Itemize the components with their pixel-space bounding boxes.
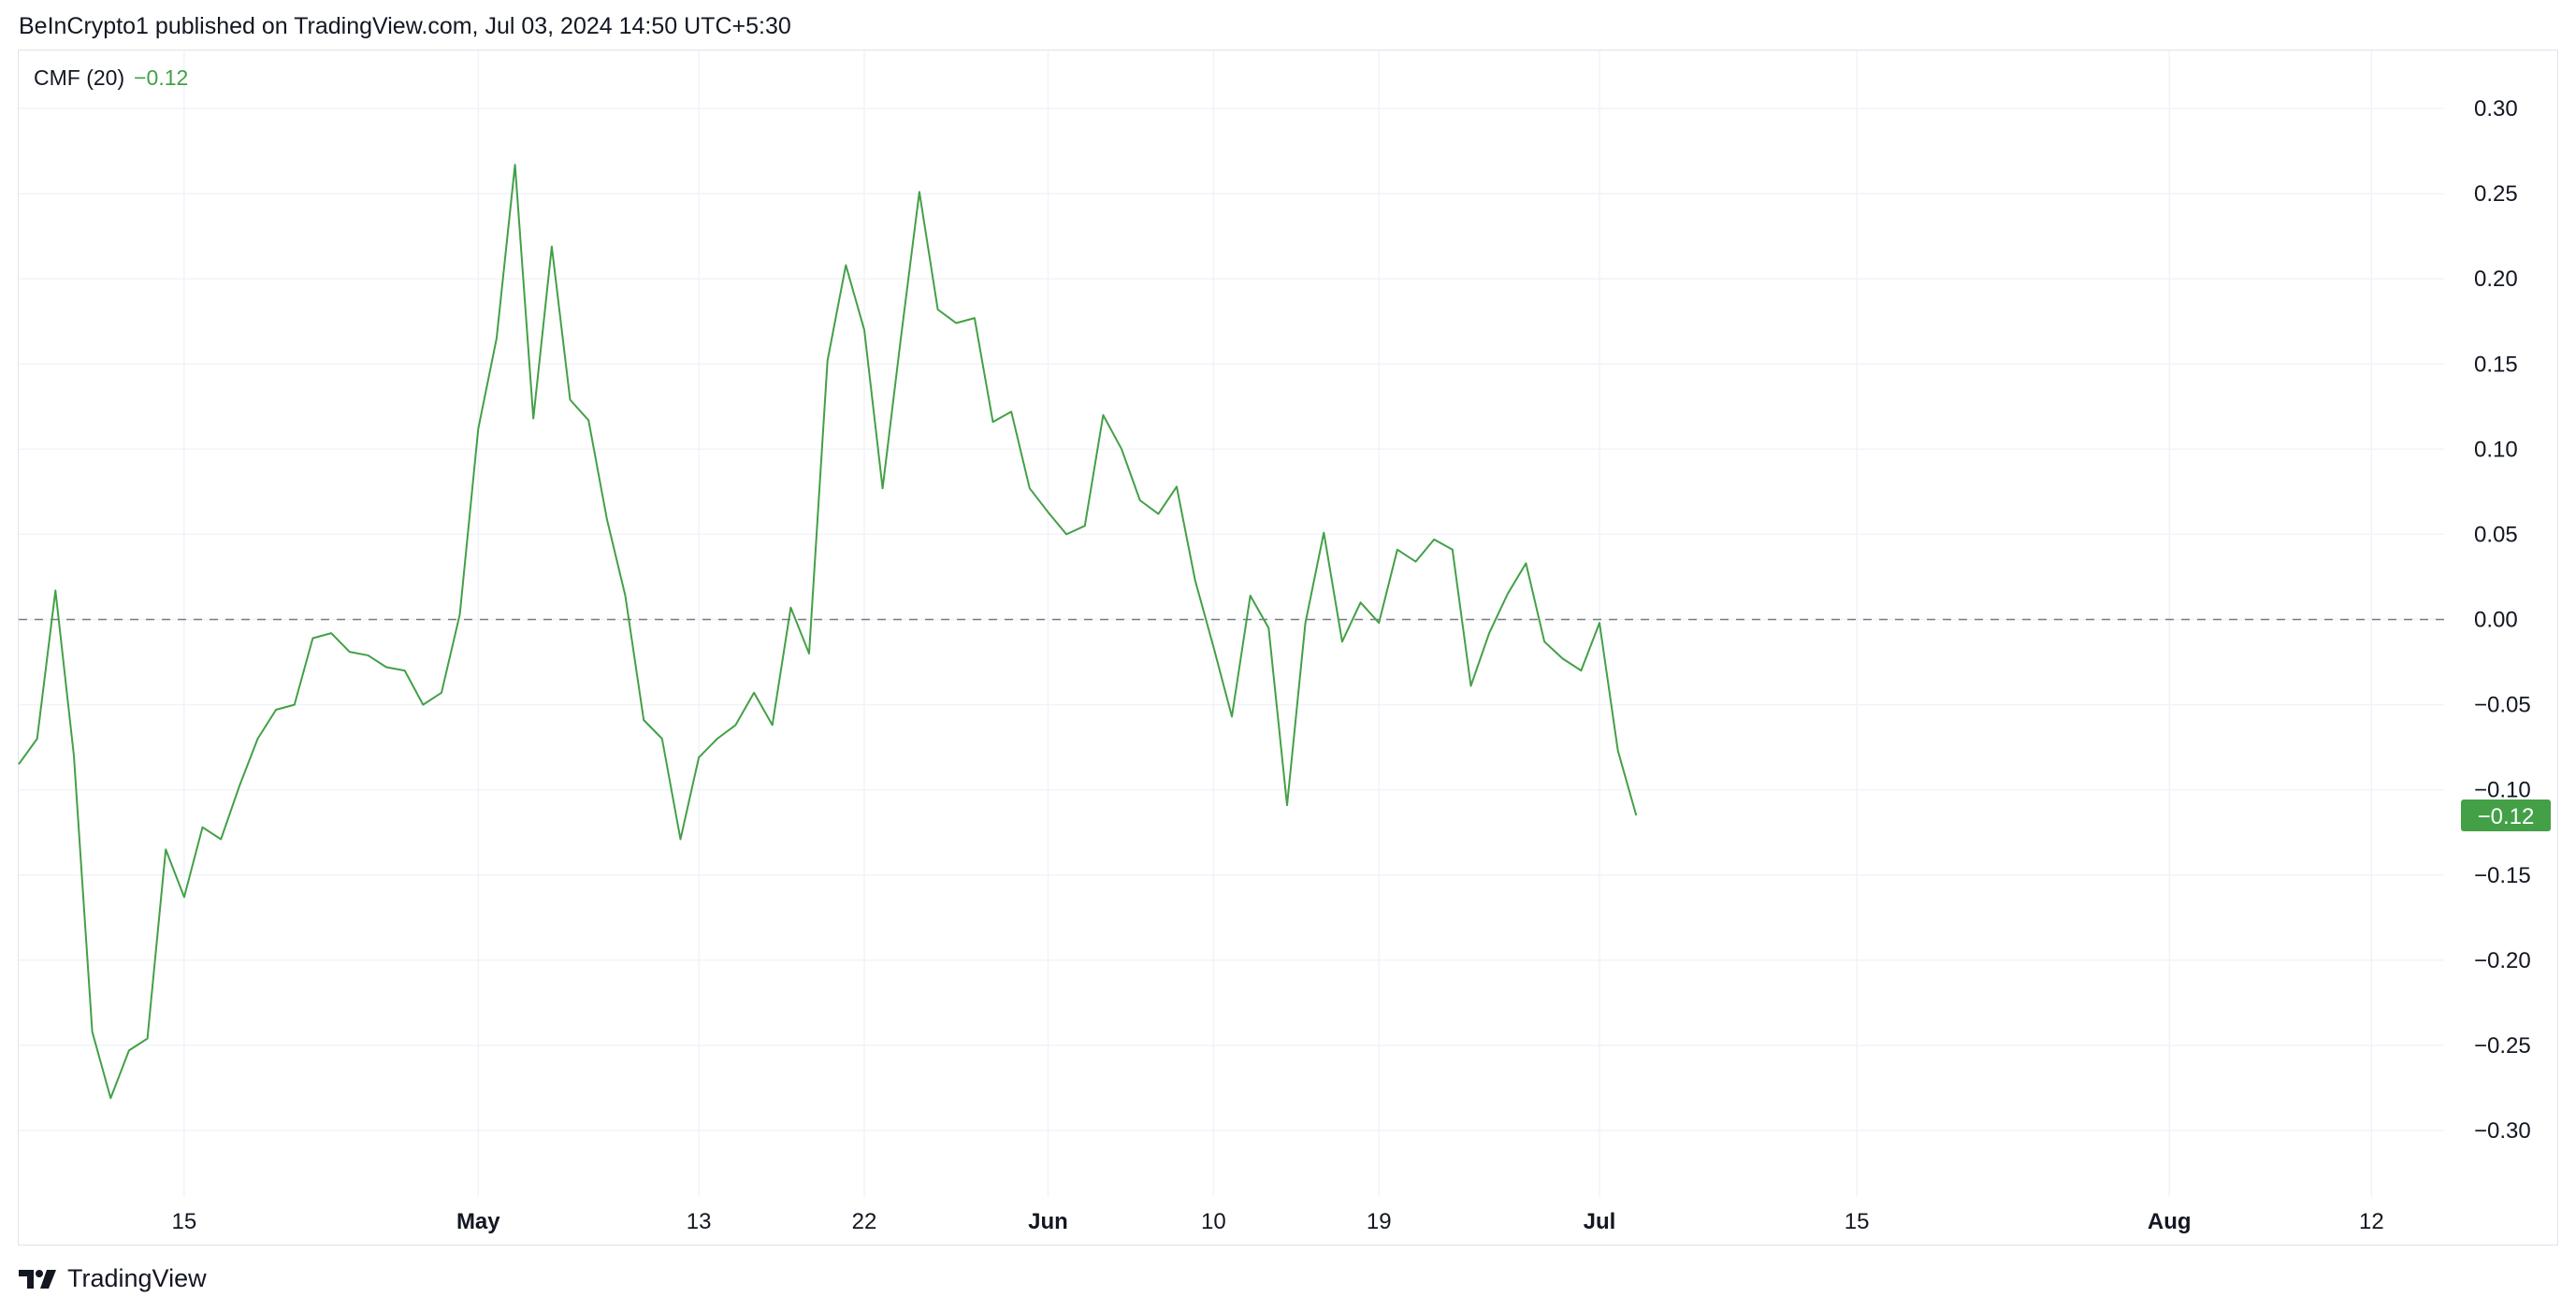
x-tick-label: Jul [1584, 1209, 1616, 1234]
y-tick-label: 0.30 [2474, 96, 2518, 122]
chart-frame [18, 50, 2558, 1246]
x-tick-label: 15 [1845, 1209, 1870, 1234]
y-tick-label: 0.00 [2474, 608, 2518, 633]
last-value-badge-label: −0.12 [2478, 804, 2535, 829]
x-tick-label: 10 [1201, 1209, 1226, 1234]
footer-branding[interactable]: TradingView [19, 1264, 207, 1293]
y-tick-label: −0.25 [2474, 1033, 2531, 1059]
x-tick-label: Jun [1028, 1209, 1068, 1234]
tradingview-logo-icon [19, 1269, 56, 1289]
last-value-badge: −0.12 [2461, 799, 2551, 831]
y-tick-label: 0.10 [2474, 437, 2518, 462]
x-tick-label: May [456, 1209, 500, 1234]
grid-lines [19, 50, 2444, 1197]
last-value-badge-bg [2461, 799, 2551, 831]
cmf-series-line [18, 164, 1638, 1100]
x-axis: 15 May 13 22 Jun 10 19 Jul 15 Aug 12 [172, 1209, 2384, 1234]
x-tick-label: 22 [852, 1209, 877, 1234]
x-tick-label: 13 [687, 1209, 712, 1234]
y-tick-label: −0.20 [2474, 948, 2531, 973]
indicator-name: CMF (20) [34, 65, 125, 90]
y-tick-label: 0.20 [2474, 267, 2518, 292]
tradingview-brand: TradingView [67, 1264, 207, 1292]
x-tick-label: Aug [2148, 1209, 2192, 1234]
y-tick-label: 0.25 [2474, 181, 2518, 207]
y-tick-label: −0.10 [2474, 778, 2531, 803]
indicator-value: −0.12 [134, 65, 189, 90]
y-axis: 0.30 0.25 0.20 0.15 0.10 0.05 0.00 −0.05 −0.10 −0… [2474, 96, 2531, 1144]
x-tick-label: 12 [2359, 1209, 2384, 1234]
x-tick-label: 15 [172, 1209, 197, 1234]
y-tick-label: −0.05 [2474, 693, 2531, 718]
publisher-caption: BeInCrypto1 published on TradingView.com… [19, 13, 791, 39]
indicator-legend: CMF (20) −0.12 [34, 65, 188, 91]
y-tick-label: −0.30 [2474, 1118, 2531, 1144]
y-tick-label: −0.15 [2474, 863, 2531, 888]
y-tick-label: 0.15 [2474, 352, 2518, 377]
x-tick-label: 19 [1367, 1209, 1392, 1234]
y-tick-label: 0.05 [2474, 522, 2518, 547]
